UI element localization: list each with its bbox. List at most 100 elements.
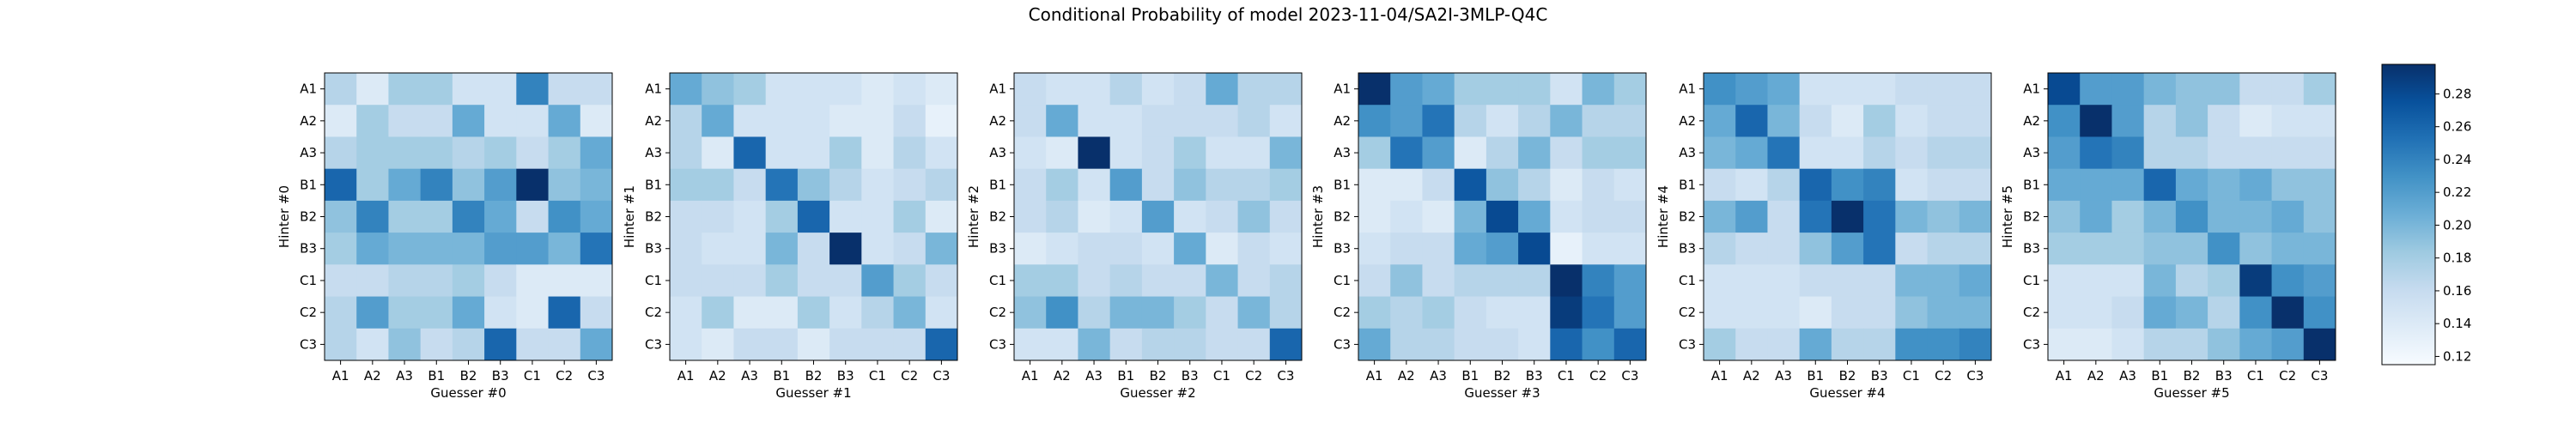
heatmap-cell [2048, 296, 2081, 329]
heatmap-cell [1927, 200, 1960, 233]
heatmap-cell [733, 233, 767, 265]
y-tick-label: B2 [300, 209, 317, 225]
heatmap-cell [1422, 168, 1455, 202]
colorbar-tick-label: 0.16 [2443, 283, 2471, 299]
y-axis-label: Hinter #0 [276, 185, 292, 248]
heatmap-cell [1109, 328, 1143, 361]
x-tick-label: C1 [1213, 368, 1230, 384]
heatmap-cell [893, 296, 927, 329]
x-tick-label: C1 [1558, 368, 1575, 384]
heatmap-cell [797, 296, 830, 329]
y-tick-label: B1 [645, 177, 662, 192]
heatmap-cell [861, 200, 895, 233]
heatmap-cell [1358, 328, 1391, 361]
heatmap-cell [829, 200, 862, 233]
heatmap-cell [452, 168, 485, 202]
heatmap-cell [1454, 168, 1487, 202]
y-tick-label: A1 [2023, 82, 2040, 97]
heatmap-cell [1799, 328, 1832, 361]
y-tick-label: A1 [300, 82, 317, 97]
heatmap-cell [2208, 168, 2240, 202]
x-tick-label: A3 [396, 368, 413, 384]
heatmap-cell [1735, 168, 1768, 202]
heatmap-cell [1078, 136, 1111, 170]
heatmap-cell [548, 296, 581, 329]
heatmap-cell [1895, 264, 1929, 298]
heatmap-cell [1582, 168, 1615, 202]
heatmap-cell [1582, 264, 1615, 298]
heatmap-cell [1358, 264, 1391, 298]
x-axis-label: Guesser #3 [1464, 385, 1540, 401]
heatmap-cell [548, 136, 581, 170]
x-tick-label: B3 [492, 368, 509, 384]
heatmap-cell [1141, 264, 1175, 298]
heatmap-cell [1014, 233, 1047, 265]
heatmap-cell [1959, 264, 1992, 298]
heatmap-cell [452, 296, 485, 329]
heatmap-cell [1550, 233, 1583, 265]
heatmap-cell [2303, 168, 2336, 202]
y-tick-label: B3 [1679, 241, 1696, 257]
heatmap-cell [1704, 73, 1736, 106]
heatmap-cell [356, 168, 389, 202]
heatmap-cell [1422, 328, 1455, 361]
heatmap-cell [420, 200, 453, 233]
heatmap-cell [733, 168, 767, 202]
y-tick-label: B1 [300, 177, 317, 192]
heatmap-cell [1959, 105, 1992, 137]
heatmap-cell [1014, 168, 1047, 202]
heatmap-cell [1927, 264, 1960, 298]
heatmap-cell [1046, 105, 1078, 137]
heatmap-cell [2048, 105, 2081, 137]
heatmap-cell [2303, 73, 2336, 106]
heatmap-cell [548, 73, 581, 106]
heatmap-cell [702, 264, 734, 298]
heatmap-cell [861, 296, 895, 329]
heatmap-cell [1485, 264, 1519, 298]
heatmap-cell [861, 136, 895, 170]
heatmap-cell [1206, 328, 1239, 361]
heatmap-cell [2080, 168, 2112, 202]
heatmap-cell [580, 73, 613, 106]
y-tick-label: A2 [1334, 113, 1351, 129]
heatmap-cell [765, 328, 799, 361]
heatmap-cell [702, 296, 734, 329]
heatmap-cell [1613, 136, 1647, 170]
heatmap-cell [702, 168, 734, 202]
heatmap-cell [1141, 73, 1175, 106]
heatmap-cell [1735, 105, 1768, 137]
heatmap-cell [1014, 73, 1047, 106]
heatmap-cell [1237, 105, 1271, 137]
heatmap-cell [420, 328, 453, 361]
heatmap-cell [548, 233, 581, 265]
heatmap-cell [2080, 233, 2112, 265]
heatmap-cell [829, 296, 862, 329]
heatmap-cell [1735, 328, 1768, 361]
heatmap-cell [1959, 328, 1992, 361]
heatmap-cell [797, 168, 830, 202]
heatmap-cell [1269, 264, 1303, 298]
heatmap-cell [2143, 328, 2177, 361]
colorbar: 0.12 0.14 0.16 0.18 0.20 0.22 0.24 0.26 0.28 [2381, 63, 2471, 366]
heatmap-cell [1485, 73, 1519, 106]
heatmap-cell [1927, 328, 1960, 361]
heatmap-cell [1767, 296, 1801, 329]
heatmap-cell [2303, 328, 2336, 361]
heatmap-cell [1927, 296, 1960, 329]
heatmap-cell [2048, 200, 2081, 233]
heatmap-cell [1078, 105, 1111, 137]
heatmap-cell [1485, 136, 1519, 170]
x-tick-label: B2 [805, 368, 823, 384]
heatmap-cell [765, 168, 799, 202]
heatmap-cell [580, 136, 613, 170]
x-tick-label: A2 [1398, 368, 1415, 384]
heatmap-cell [1550, 73, 1583, 106]
y-tick-label: C3 [989, 336, 1006, 352]
heatmap-cell [1046, 296, 1078, 329]
heatmap-cell [420, 296, 453, 329]
heatmap-cell [1206, 264, 1239, 298]
heatmap-cell [1767, 328, 1801, 361]
heatmap-cell [2143, 73, 2177, 106]
heatmap-cell [1269, 296, 1303, 329]
heatmap-cell [1141, 200, 1175, 233]
